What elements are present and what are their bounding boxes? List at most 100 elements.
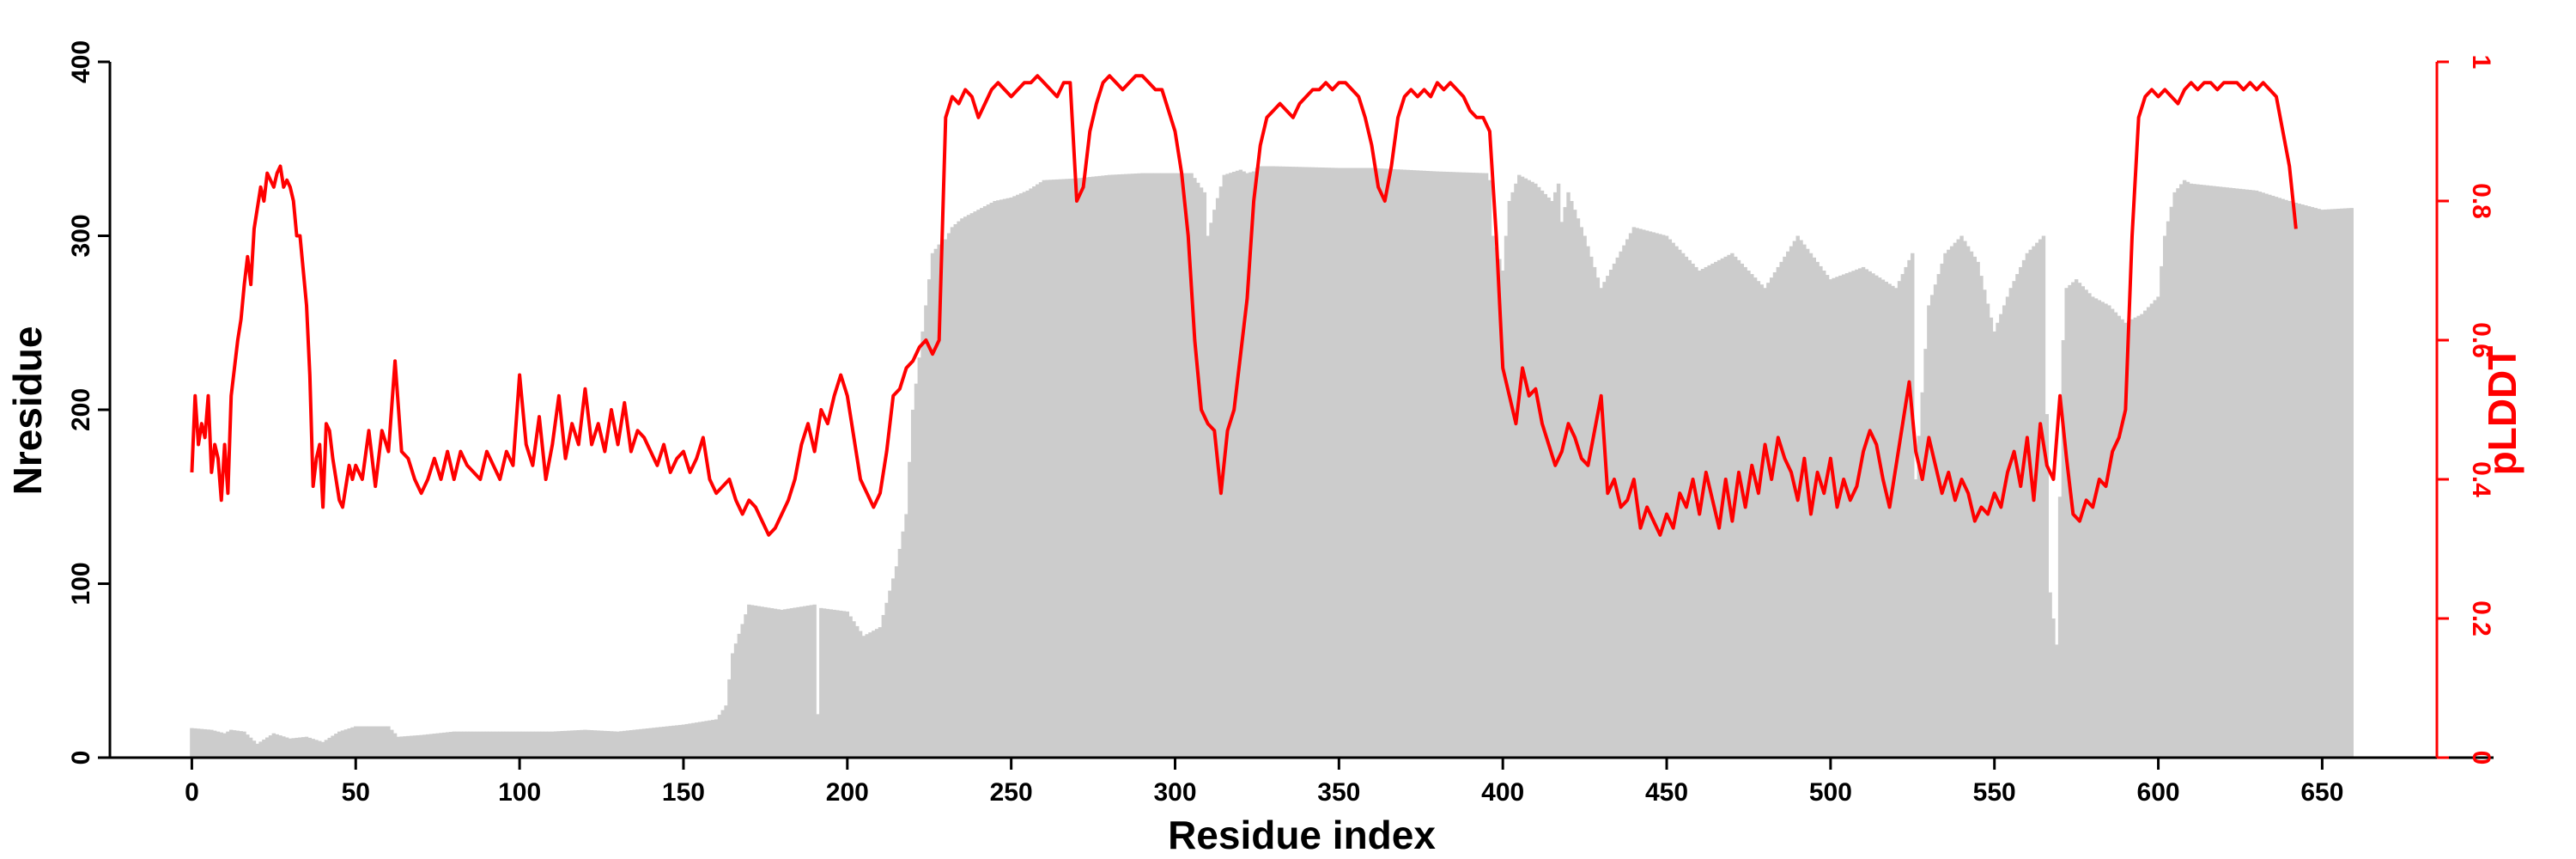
bar <box>714 719 719 758</box>
bar <box>2149 303 2154 758</box>
bar <box>1868 271 1872 758</box>
bar <box>298 737 302 758</box>
bar <box>1858 268 1862 758</box>
bar <box>2241 189 2246 758</box>
bar <box>1314 167 1318 758</box>
bar <box>1786 251 1790 758</box>
bar <box>819 607 823 758</box>
bar <box>337 731 342 758</box>
bar <box>868 632 872 758</box>
bar <box>1438 171 1443 758</box>
bar <box>2268 194 2272 758</box>
bar <box>2317 209 2321 758</box>
bar <box>514 731 519 758</box>
bar <box>284 737 289 758</box>
bar <box>872 631 876 758</box>
y-right-tick-label: 1 <box>2467 55 2495 70</box>
bar <box>275 734 279 758</box>
bar <box>327 737 331 758</box>
bar <box>812 604 817 758</box>
bar <box>1379 168 1384 758</box>
bar <box>416 734 420 758</box>
bar <box>993 201 997 758</box>
bar <box>1992 331 1996 758</box>
bar <box>340 730 345 758</box>
bar <box>229 729 234 758</box>
bar <box>796 606 800 758</box>
bar <box>635 729 640 758</box>
bar <box>1393 168 1397 758</box>
bar <box>953 224 957 758</box>
axes-layer: 0 100 200 300 400 0 50 100 150 200 250 300 350 400 450… <box>67 40 2495 807</box>
bar <box>1825 275 1830 758</box>
bar <box>2057 497 2063 758</box>
bar <box>242 731 246 758</box>
bar <box>2215 186 2220 758</box>
bar <box>1163 173 1168 758</box>
bar <box>1546 197 1551 758</box>
x-tick-label: 150 <box>662 778 705 807</box>
bar <box>733 643 738 758</box>
bar <box>1009 197 1013 758</box>
bar <box>1999 314 2003 758</box>
bar <box>1153 173 1157 758</box>
bar <box>825 608 830 758</box>
bar <box>724 705 728 758</box>
bar <box>1855 269 1859 758</box>
bar <box>1864 269 1869 758</box>
bar <box>2238 188 2243 758</box>
bar <box>222 733 227 758</box>
bar <box>1104 175 1109 758</box>
bar <box>1255 168 1260 758</box>
bar <box>278 735 283 758</box>
bar <box>681 724 686 758</box>
bar <box>648 728 653 758</box>
bar <box>701 721 706 758</box>
bar <box>1376 168 1381 758</box>
bar <box>2257 192 2263 758</box>
bar <box>1386 168 1390 758</box>
bar <box>769 608 775 758</box>
bar <box>1514 183 1518 758</box>
bar <box>675 725 679 758</box>
bar <box>2336 209 2341 758</box>
bar <box>1415 170 1420 758</box>
bar <box>1012 196 1017 758</box>
bar <box>2300 204 2305 758</box>
bar <box>891 578 896 758</box>
bar <box>304 736 309 758</box>
bar <box>1032 186 1036 758</box>
bar <box>422 734 427 758</box>
bar <box>1189 173 1194 758</box>
bar <box>1002 198 1007 758</box>
bar <box>727 679 732 758</box>
bar <box>1363 168 1368 758</box>
bar <box>940 241 945 758</box>
bar <box>848 616 853 758</box>
bar <box>2320 210 2324 758</box>
bar <box>481 731 486 758</box>
bar <box>1589 256 1594 758</box>
bar <box>1088 177 1092 758</box>
bar <box>599 730 604 758</box>
bar <box>2326 209 2331 758</box>
bar <box>1245 173 1249 758</box>
bar <box>1747 271 1751 758</box>
bar <box>239 731 243 758</box>
bar <box>659 727 663 758</box>
bar <box>1947 249 1951 758</box>
bar <box>1249 172 1253 758</box>
bar <box>1576 218 1581 758</box>
bar <box>547 731 551 758</box>
bar <box>392 733 398 758</box>
bar <box>1258 166 1262 758</box>
bar <box>459 731 463 758</box>
bar <box>1841 274 1846 758</box>
bar <box>1231 171 1236 758</box>
bar <box>639 728 643 758</box>
bar <box>1078 178 1083 758</box>
bar <box>1471 173 1476 758</box>
bar <box>1936 274 1941 758</box>
bar <box>2342 208 2348 758</box>
bar <box>894 566 899 758</box>
